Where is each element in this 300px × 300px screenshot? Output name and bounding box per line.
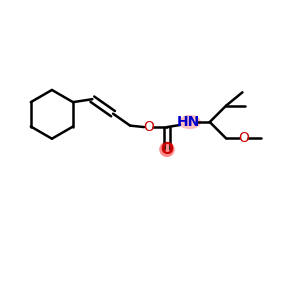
Text: O: O — [143, 120, 154, 134]
Text: O: O — [160, 142, 173, 157]
Text: O: O — [238, 131, 249, 146]
Ellipse shape — [159, 142, 175, 157]
Ellipse shape — [179, 115, 201, 129]
Text: HN: HN — [177, 115, 200, 129]
